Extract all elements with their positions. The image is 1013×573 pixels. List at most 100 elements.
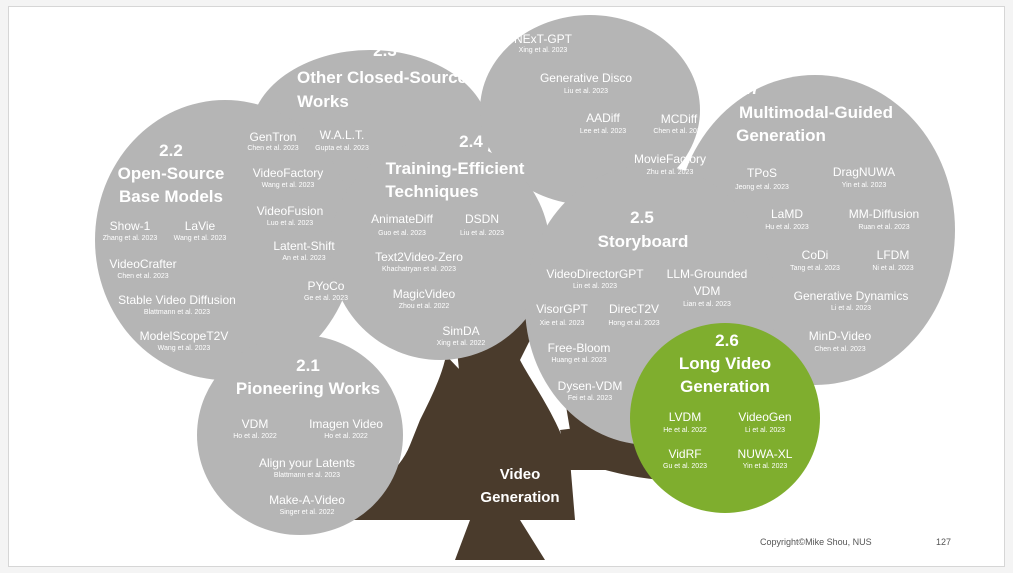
method-name: Stable Video Diffusion (118, 293, 236, 307)
method-name: Free-Bloom (548, 341, 611, 355)
method-cite: Yin et al. 2023 (842, 182, 887, 189)
method-cite: Chen et al. 2023 (117, 273, 168, 280)
method-name: Generative Disco (540, 71, 632, 85)
method-cite: Hu et al. 2023 (765, 224, 809, 231)
method-name: Generative Dynamics (794, 289, 909, 303)
method-name: LaVie (185, 219, 216, 233)
method-cite: Blattmann et al. 2023 (274, 472, 340, 479)
method-name: Dysen-VDM (558, 379, 623, 393)
section-2-2-title-line2: Base Models (119, 187, 223, 206)
method-name: NUWA-XL (738, 447, 793, 461)
section-2-3-title-line2: Works (297, 92, 349, 111)
method-cite: Tang et al. 2023 (790, 265, 840, 272)
method-cite: Lin et al. 2023 (573, 283, 617, 290)
method-cite: Hong et al. 2023 (608, 320, 659, 327)
section-2-7-title-line2: Generation (736, 126, 826, 145)
method-name: Latent-Shift (273, 239, 335, 253)
method-cite: Xie et al. 2023 (540, 320, 585, 327)
method-name: CoDi (802, 248, 829, 262)
method-name: MagicVideo (393, 287, 456, 301)
method-name: Make-A-Video (269, 493, 345, 507)
section-2-2-number: 2.2 (159, 141, 183, 160)
method-cite: Yin et al. 2023 (743, 463, 788, 470)
bubble-section-2-1 (197, 335, 403, 535)
bubble-section-2-6 (630, 323, 820, 513)
section-2-6-title-line2: Generation (680, 377, 770, 396)
method-name: VideoDirectorGPT (546, 267, 644, 281)
method-cite: Xing et al. 2022 (437, 340, 486, 347)
method-cite: Chen et al. 2023 (653, 128, 704, 135)
bubble-section-2-4 (330, 140, 550, 360)
method-cite: Wang et al. 2023 (158, 345, 211, 352)
method-cite: Lee et al. 2023 (580, 128, 626, 135)
page-number: 127 (936, 537, 952, 547)
method-name: SimDA (442, 324, 479, 338)
method-name: MCDiff (661, 112, 698, 126)
copyright-text: Copyright©Mike Shou, NUS (760, 537, 872, 547)
method-cite: Luo et al. 2023 (267, 220, 313, 227)
section-2-1-methods: VDM Ho et al. 2022 Imagen Video Ho et al… (233, 417, 383, 516)
section-2-3-methods: GenTron Chen et al. 2023 W.A.L.T. Gupta … (247, 128, 369, 302)
trunk-label-line2: Generation (480, 489, 559, 506)
method-name: DirecT2V (609, 302, 659, 316)
method-cite: Jeong et al. 2023 (735, 184, 789, 191)
method-cite: Liu et al. 2023 (460, 230, 504, 237)
method-cite: Wang et al. 2023 (262, 182, 315, 189)
section-2-2-title-line1: Open-Source (118, 164, 225, 183)
section-2-6-title-line1: Long Video (679, 354, 771, 373)
method-cite: Khachatryan et al. 2023 (382, 266, 456, 273)
method-name: MM-Diffusion (849, 207, 919, 221)
method-name: Imagen Video (309, 417, 383, 431)
section-2-1-title: Pioneering Works (236, 379, 380, 398)
method-cite: Singer et al. 2022 (280, 509, 335, 516)
method-cite: Li et al. 2023 (745, 427, 785, 434)
method-cite: Blattmann et al. 2023 (144, 309, 210, 316)
method-name: MinD-Video (809, 329, 872, 343)
section-2-7-methods: TPoS Jeong et al. 2023 DragNUWA Yin et a… (735, 165, 919, 353)
method-cite: He et al. 2022 (663, 427, 707, 434)
method-cite: Ho et al. 2022 (233, 433, 277, 440)
method-cite: Gupta et al. 2023 (315, 145, 369, 152)
method-cite: Huang et al. 2023 (551, 357, 606, 364)
section-2-3-title-line1: Other Closed-Source (297, 68, 467, 87)
method-name: NExT-GPT (514, 32, 573, 46)
method-name: Show-1 (110, 219, 151, 233)
method-name: LFDM (877, 248, 910, 262)
method-cite: Chen et al. 2023 (814, 346, 865, 353)
method-cite: Wang et al. 2023 (174, 235, 227, 242)
method-name: PYoCo (308, 279, 345, 293)
section-2-6-number: 2.6 (715, 331, 739, 350)
method-cite: Guo et al. 2023 (378, 230, 426, 237)
method-name: LVDM (669, 410, 701, 424)
section-2-4-title-line2: Techniques (385, 182, 478, 201)
section-2-4-methods: AnimateDiff Guo et al. 2023 DSDN Liu et … (371, 212, 504, 347)
method-cite: Ho et al. 2022 (324, 433, 368, 440)
top-center-methods: NExT-GPT Xing et al. 2023 Generative Dis… (514, 32, 706, 176)
bubble-top-center (480, 15, 700, 205)
method-cite: Zhu et al. 2023 (647, 169, 694, 176)
method-cite: Ruan et al. 2023 (858, 224, 909, 231)
method-name: VisorGPT (536, 302, 588, 316)
section-2-7-number: 2.7 (736, 79, 760, 98)
method-name: VDM (242, 417, 269, 431)
method-cite: Ni et al. 2023 (872, 265, 913, 272)
section-2-1-number: 2.1 (296, 356, 320, 375)
section-2-7-title-line1: Multimodal-Guided (739, 103, 893, 122)
method-name: VideoGen (738, 410, 791, 424)
method-name: LaMD (771, 207, 803, 221)
method-name: AADiff (586, 111, 620, 125)
method-cite: Liu et al. 2023 (564, 88, 608, 95)
method-cite: Li et al. 2023 (831, 305, 871, 312)
method-name: GenTron (250, 130, 297, 144)
method-name: ModelScopeT2V (140, 329, 229, 343)
method-name: VidRF (668, 447, 701, 461)
method-name: Align your Latents (259, 456, 355, 470)
section-2-5-methods: VideoDirectorGPT Lin et al. 2023 LLM-Gro… (536, 267, 747, 402)
trunk-label-line1: Video (500, 466, 541, 483)
method-cite: An et al. 2023 (282, 255, 325, 262)
method-name: DragNUWA (833, 165, 895, 179)
bubble-group (95, 15, 955, 535)
method-name: DSDN (465, 212, 499, 226)
section-2-3-number: 2.3 (373, 41, 397, 60)
